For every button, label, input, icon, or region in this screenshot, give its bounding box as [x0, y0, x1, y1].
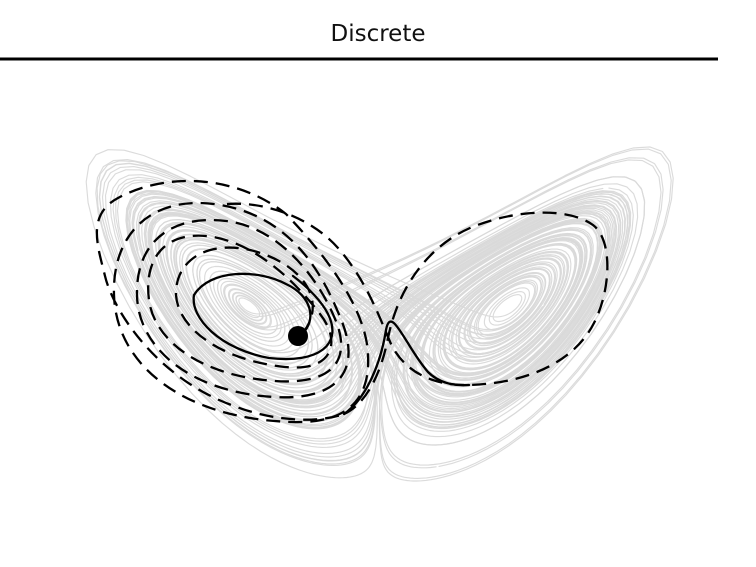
attractor-path: [126, 190, 611, 429]
trajectory-crossing-solid-path: [342, 320, 471, 416]
plot-title: Discrete: [331, 21, 426, 47]
trajectory-solid-path: [192, 272, 334, 361]
trajectory-group: [95, 179, 609, 424]
attractor-path: [98, 162, 646, 462]
trajectory-crossing-dashed-path: [218, 202, 609, 416]
current-state-marker: [288, 326, 308, 346]
attractor-background: [85, 146, 674, 482]
attractor-path: [115, 179, 632, 442]
trajectory-dashed-path: [95, 179, 370, 424]
attractor-path: [224, 146, 674, 482]
attractor-path: [85, 149, 622, 479]
attractor-path: [116, 181, 629, 440]
